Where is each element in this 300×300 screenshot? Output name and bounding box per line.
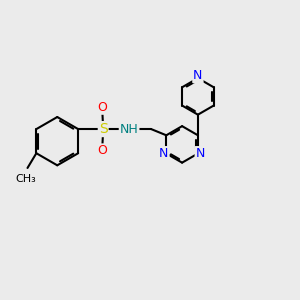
Text: S: S [99, 122, 108, 136]
Text: O: O [98, 101, 107, 114]
Text: NH: NH [120, 123, 139, 136]
Text: N: N [193, 69, 203, 82]
Text: CH₃: CH₃ [16, 174, 36, 184]
Text: O: O [98, 144, 107, 158]
Text: N: N [196, 147, 205, 160]
Text: N: N [159, 147, 169, 160]
